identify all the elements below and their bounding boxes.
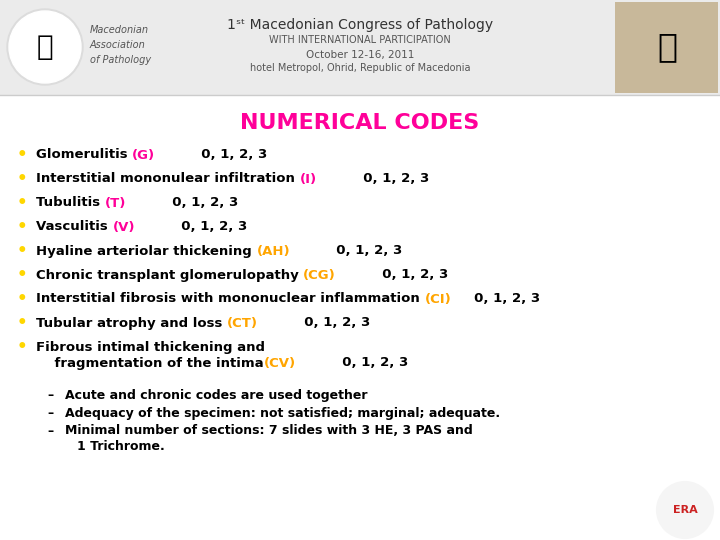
Text: •: •: [17, 338, 27, 356]
Text: (CG): (CG): [303, 268, 336, 281]
Text: 0, 1, 2, 3: 0, 1, 2, 3: [296, 356, 408, 369]
Text: Glomerulitis: Glomerulitis: [36, 148, 132, 161]
Text: October 12-16, 2011: October 12-16, 2011: [306, 50, 414, 60]
Text: Acute and chronic codes are used together: Acute and chronic codes are used togethe…: [65, 388, 367, 402]
Text: 1ˢᵗ Macedonian Congress of Pathology: 1ˢᵗ Macedonian Congress of Pathology: [227, 18, 493, 32]
Text: •: •: [17, 266, 27, 284]
Text: (T): (T): [104, 197, 126, 210]
Text: –: –: [47, 388, 53, 402]
Text: Chronic transplant glomerulopathy: Chronic transplant glomerulopathy: [36, 268, 303, 281]
Text: •: •: [17, 146, 27, 164]
Bar: [615, 2, 718, 93]
Text: –: –: [47, 407, 53, 420]
Text: Interstitial fibrosis with mononuclear inflammation: Interstitial fibrosis with mononuclear i…: [36, 293, 424, 306]
Text: 🏛: 🏛: [657, 30, 677, 64]
Bar: [0, 0, 720, 95]
Text: (I): (I): [300, 172, 317, 186]
Text: WITH INTERNATIONAL PARTICIPATION: WITH INTERNATIONAL PARTICIPATION: [269, 35, 451, 45]
Text: Macedonian: Macedonian: [90, 25, 149, 35]
Text: of Pathology: of Pathology: [90, 55, 151, 65]
Text: 0, 1, 2, 3: 0, 1, 2, 3: [451, 293, 540, 306]
Text: 0, 1, 2, 3: 0, 1, 2, 3: [290, 245, 402, 258]
Text: 0, 1, 2, 3: 0, 1, 2, 3: [135, 220, 247, 233]
Text: fragmentation of the intima: fragmentation of the intima: [36, 356, 264, 369]
Text: (CT): (CT): [227, 316, 258, 329]
Text: •: •: [17, 218, 27, 236]
Text: •: •: [17, 314, 27, 332]
Circle shape: [657, 482, 713, 538]
Text: Interstitial mononulear infiltration: Interstitial mononulear infiltration: [36, 172, 300, 186]
Text: Fibrous intimal thickening and: Fibrous intimal thickening and: [36, 341, 265, 354]
Text: ERA: ERA: [672, 505, 698, 515]
Text: Vasculitis: Vasculitis: [36, 220, 112, 233]
Text: 0, 1, 2, 3: 0, 1, 2, 3: [336, 268, 449, 281]
Text: 1 Trichrome.: 1 Trichrome.: [77, 440, 165, 453]
Text: Minimal number of sections: 7 slides with 3 HE, 3 PAS and: Minimal number of sections: 7 slides wit…: [65, 424, 473, 437]
Text: (CV): (CV): [264, 356, 296, 369]
Text: (V): (V): [112, 220, 135, 233]
Text: (G): (G): [132, 148, 156, 161]
Text: 0, 1, 2, 3: 0, 1, 2, 3: [126, 197, 238, 210]
Text: •: •: [17, 194, 27, 212]
Text: hotel Metropol, Ohrid, Republic of Macedonia: hotel Metropol, Ohrid, Republic of Maced…: [250, 63, 470, 73]
Text: (AH): (AH): [256, 245, 290, 258]
Text: NUMERICAL CODES: NUMERICAL CODES: [240, 113, 480, 133]
Text: •: •: [17, 290, 27, 308]
Text: 🔬: 🔬: [37, 33, 53, 61]
Text: Tubulitis: Tubulitis: [36, 197, 104, 210]
Text: Tubular atrophy and loss: Tubular atrophy and loss: [36, 316, 227, 329]
Text: •: •: [17, 242, 27, 260]
Text: •: •: [17, 170, 27, 188]
Text: 0, 1, 2, 3: 0, 1, 2, 3: [258, 316, 370, 329]
Text: Adequacy of the specimen: not satisfied; marginal; adequate.: Adequacy of the specimen: not satisfied;…: [65, 407, 500, 420]
Text: Hyaline arteriolar thickening: Hyaline arteriolar thickening: [36, 245, 256, 258]
Text: (CI): (CI): [424, 293, 451, 306]
Text: –: –: [47, 424, 53, 437]
Circle shape: [7, 9, 83, 85]
Text: Association: Association: [90, 40, 145, 50]
Text: 0, 1, 2, 3: 0, 1, 2, 3: [317, 172, 429, 186]
Circle shape: [9, 11, 81, 83]
Text: 0, 1, 2, 3: 0, 1, 2, 3: [156, 148, 268, 161]
